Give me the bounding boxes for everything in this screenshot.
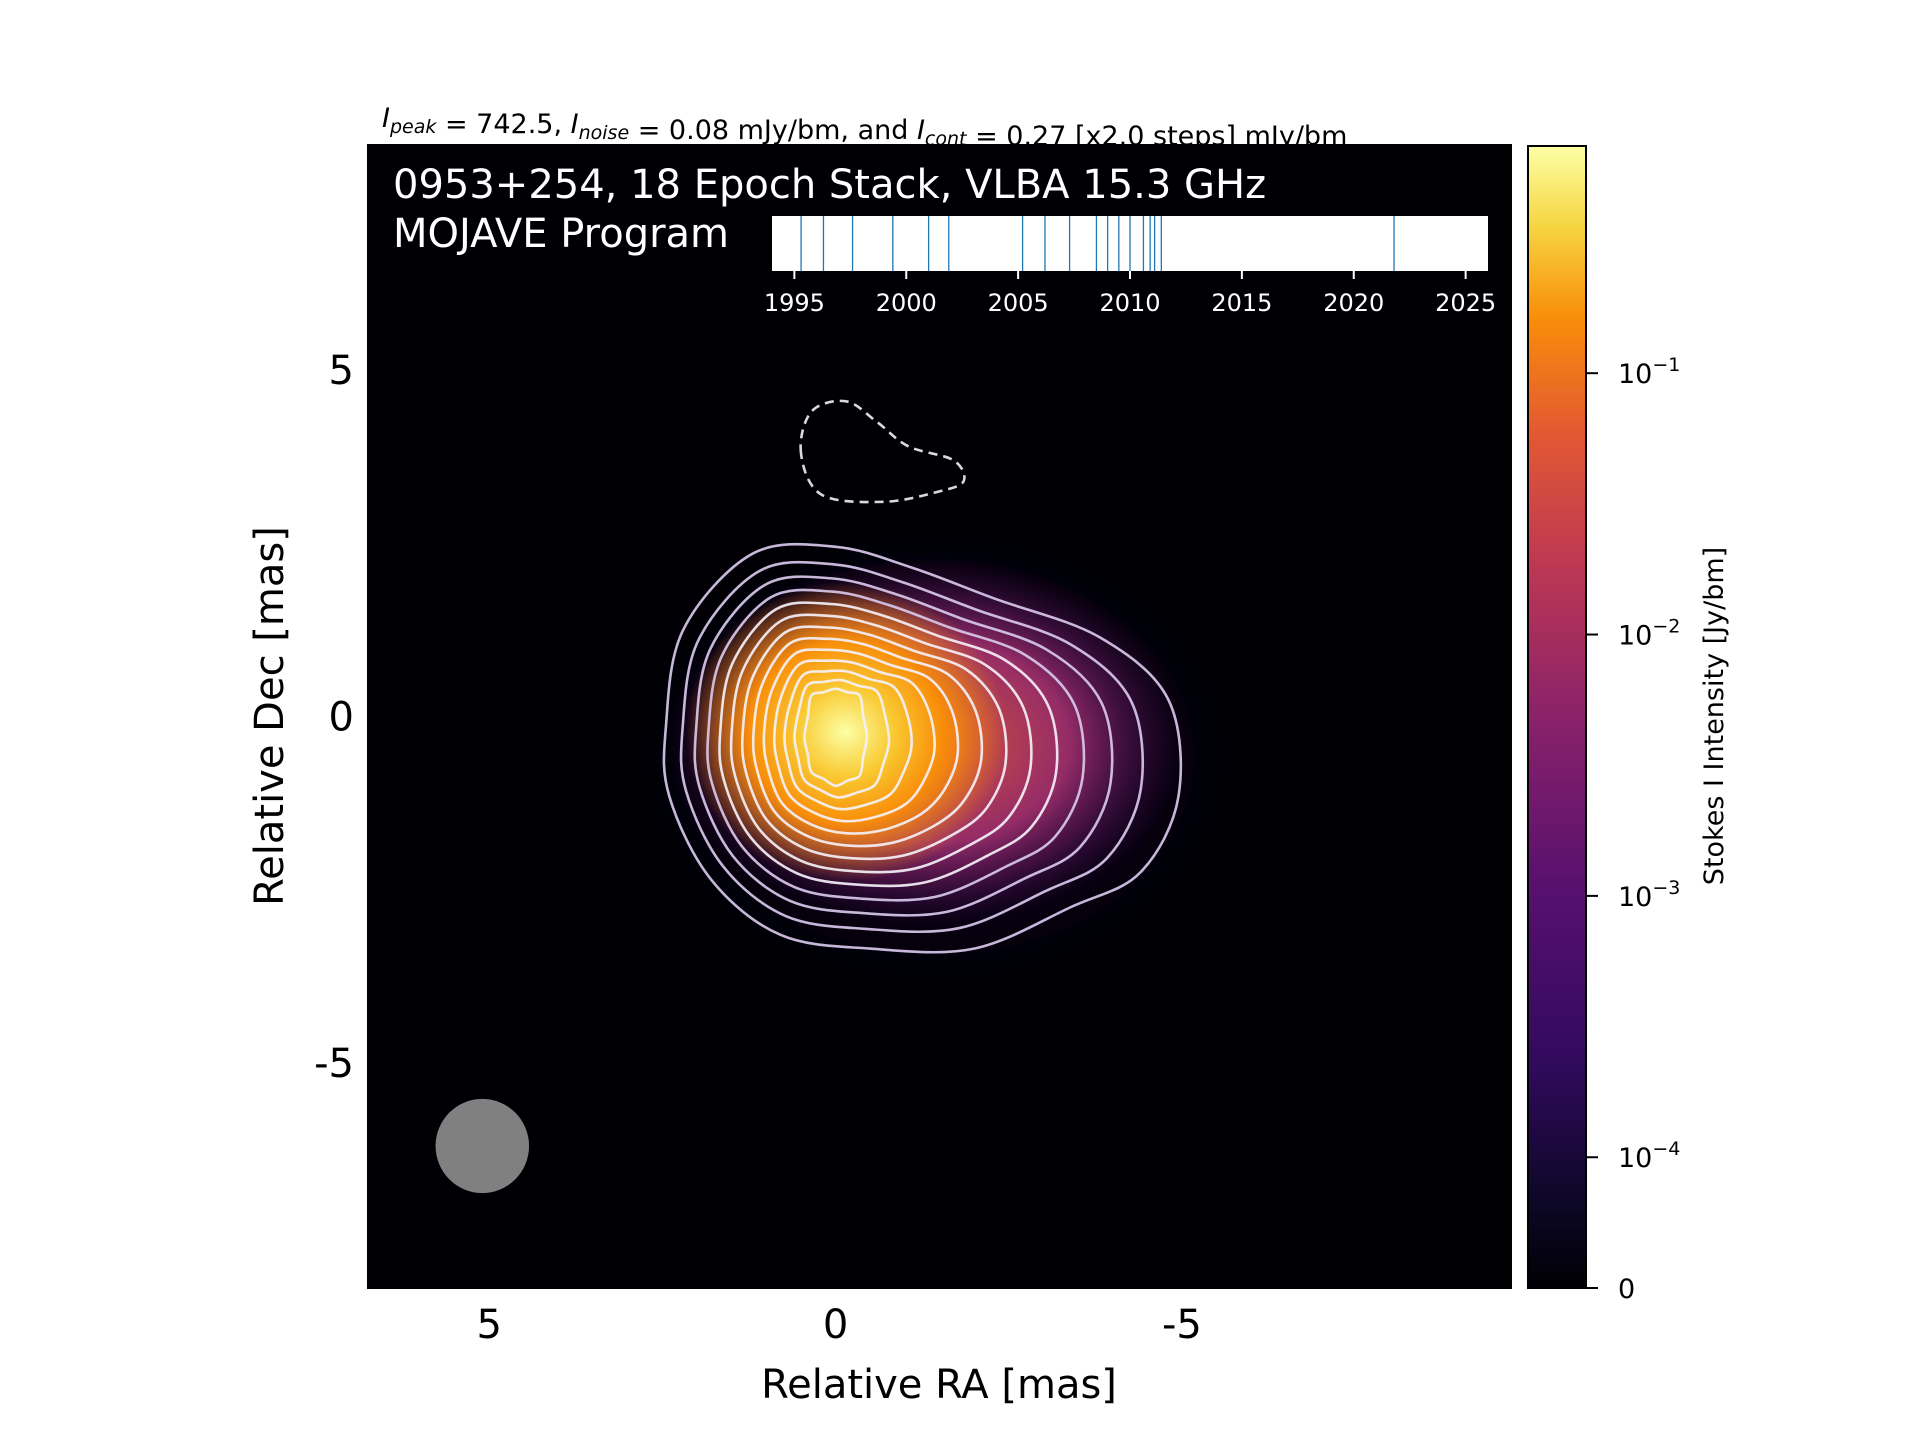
colorbar-tick-label: 10−1 — [1618, 354, 1680, 390]
x-tick-label: -5 — [1162, 1302, 1202, 1348]
y-axis-ticks: 5 0 -5 — [314, 348, 378, 1087]
contour-level — [762, 648, 960, 835]
contour-level — [773, 659, 936, 823]
contour-level — [706, 588, 1086, 902]
x-axis-label: Relative RA [mas] — [761, 1362, 1117, 1408]
core-emission — [685, 581, 1006, 882]
tick-base: 10 — [1618, 882, 1652, 913]
epoch-lines — [800, 216, 1395, 271]
contour-level — [729, 613, 1033, 874]
colorbar-ticks: 10−110−210−310−40 — [1586, 354, 1680, 1305]
timeline-tick-label: 2010 — [1099, 289, 1160, 317]
title-segment: = 742.5, — [436, 109, 570, 140]
x-tick-label: 5 — [477, 1302, 502, 1348]
tick-base: 10 — [1618, 1143, 1652, 1174]
tick-exponent: −2 — [1652, 616, 1680, 638]
contour-lines — [662, 399, 1183, 954]
tick-base: 10 — [1618, 359, 1652, 390]
x-axis-ticks: 5 0 -5 — [477, 1278, 1202, 1348]
overlay-title-line2: MOJAVE Program — [393, 211, 729, 257]
contour-level — [679, 560, 1145, 934]
colorbar-tick-label: 0 — [1618, 1274, 1635, 1305]
title-segment: I — [571, 109, 579, 140]
contour-level — [803, 687, 869, 788]
x-tick-label: 0 — [823, 1302, 848, 1348]
y-axis-label: Relative Dec [mas] — [247, 526, 293, 906]
contour-level — [662, 542, 1183, 954]
title-subscript: peak — [389, 116, 437, 138]
negative-contour — [799, 399, 966, 504]
beam-ellipse — [435, 1098, 530, 1194]
title-segment: I — [917, 115, 925, 146]
contour-level — [718, 601, 1059, 888]
colorbar-tick-label: 10−3 — [1618, 877, 1680, 913]
y-tick-label: 5 — [329, 348, 354, 394]
colorbar-label: Stokes I Intensity [Jy/bm] — [1699, 547, 1730, 885]
tick-exponent: −3 — [1652, 877, 1680, 899]
contour-level — [740, 625, 1008, 861]
colorbar-tick-label: 10−4 — [1618, 1138, 1680, 1174]
title-segment: = 0.08 mJy/bm, and — [629, 115, 917, 146]
y-tick-label: 0 — [329, 695, 354, 741]
title-subscript: noise — [579, 122, 630, 144]
tick-exponent: −4 — [1652, 1138, 1680, 1160]
contour-level — [751, 636, 984, 848]
title-segment: I — [382, 103, 390, 134]
tick-exponent: −1 — [1652, 354, 1680, 376]
y-tick-label: -5 — [314, 1041, 354, 1087]
contour-level — [693, 575, 1114, 917]
timeline-tick-label: 2025 — [1435, 289, 1496, 317]
timeline-tick-label: 2000 — [876, 289, 937, 317]
colorbar-tick-label: 10−2 — [1618, 616, 1680, 652]
epoch-timeline: 1995 2000 2005 2010 2015 2020 2025 — [764, 216, 1496, 317]
overlay-title-line1: 0953+254, 18 Epoch Stack, VLBA 15.3 GHz — [393, 162, 1266, 208]
colorbar — [1527, 145, 1587, 1289]
timeline-tick-label: 2020 — [1323, 289, 1384, 317]
emission-map — [635, 526, 1236, 987]
contour-level — [793, 678, 891, 799]
epoch-timeline-ticks: 1995 2000 2005 2010 2015 2020 2025 — [764, 271, 1496, 317]
timeline-tick-label: 2015 — [1211, 289, 1272, 317]
tick-base: 10 — [1618, 621, 1652, 652]
timeline-tick-label: 1995 — [764, 289, 825, 317]
timeline-tick-label: 2005 — [988, 289, 1049, 317]
contour-level — [783, 669, 913, 811]
